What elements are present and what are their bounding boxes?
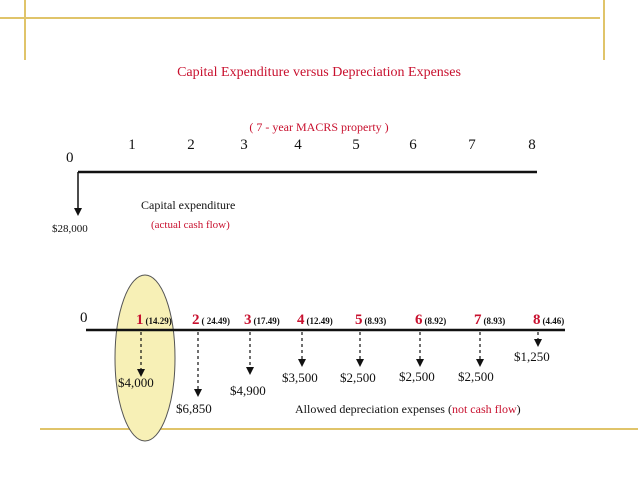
depreciation-rate: (8.92) [424, 316, 447, 326]
depreciation-amount-5: $2,500 [340, 370, 376, 385]
depreciation-note-prefix: Allowed depreciation expenses ( [295, 402, 452, 416]
timeline1-tick-label-8: 8 [528, 137, 536, 153]
year-label: 4 [297, 312, 305, 328]
year-marker-1: 1 (14.29) [136, 311, 172, 329]
depreciation-amount-7: $2,500 [458, 369, 494, 384]
year-marker-3: 3 (17.49) [244, 311, 280, 329]
timeline1-zero-label: 0 [66, 150, 74, 166]
year-label: 1 [136, 312, 144, 328]
depreciation-amount-2: $6,850 [176, 401, 212, 416]
timeline1-tick-label-4: 4 [294, 137, 302, 153]
depreciation-amount-4: $3,500 [282, 370, 318, 385]
timeline1-tick-label-5: 5 [352, 137, 360, 153]
year-label: 3 [244, 312, 252, 328]
frame-top-line [0, 17, 600, 19]
diagram-title: Capital Expenditure versus Depreciation … [177, 65, 461, 80]
outflow-amount: $28,000 [52, 223, 88, 235]
frame-left-line [24, 0, 26, 60]
depreciation-amount-8: $1,250 [514, 349, 550, 364]
not-cash-flow-text: not cash flow [451, 402, 517, 416]
year-marker-6: 6 (8.92) [415, 311, 446, 329]
year-marker-8: 8 (4.46) [533, 311, 564, 329]
timeline1-tick-label-6: 6 [409, 137, 417, 153]
year-label: 2 [192, 312, 200, 328]
year1-highlight-ellipse [114, 274, 176, 442]
timeline1-tick-label-3: 3 [240, 137, 248, 153]
depreciation-rate: (8.93) [364, 316, 387, 326]
diagram-subtitle: ( 7 - year MACRS property ) [249, 120, 389, 134]
timeline2-zero-label: 0 [80, 310, 88, 326]
depreciation-amount-1: $4,000 [118, 375, 154, 390]
year-label: 7 [474, 312, 482, 328]
capital-expenditure-label: Capital expenditure [141, 198, 236, 212]
actual-cash-flow-label: (actual cash flow) [151, 219, 230, 231]
depreciation-rate: (17.49) [253, 316, 280, 326]
year-marker-5: 5 (8.93) [355, 311, 386, 329]
year-label: 8 [533, 312, 541, 328]
depreciation-note: Allowed depreciation expenses (not cash … [295, 402, 521, 417]
timeline1-tick-label-7: 7 [468, 137, 476, 153]
depreciation-rate: (14.29) [145, 316, 172, 326]
year-marker-4: 4 (12.49) [297, 311, 333, 329]
depreciation-amount-3: $4,900 [230, 383, 266, 398]
depreciation-rate: (12.49) [306, 316, 333, 326]
timeline1-tick-label-2: 2 [187, 137, 195, 153]
timeline1-tick-label-1: 1 [128, 137, 136, 153]
depreciation-rate: ( 24.49) [201, 316, 231, 326]
year-label: 5 [355, 312, 363, 328]
year-marker-2: 2( 24.49) [192, 311, 230, 329]
frame-right-line [603, 0, 605, 60]
depreciation-note-suffix: ) [516, 402, 521, 416]
year-marker-7: 7 (8.93) [474, 311, 505, 329]
depreciation-amount-6: $2,500 [399, 369, 435, 384]
frame-bottom-line [40, 428, 638, 430]
depreciation-rate: (8.93) [483, 316, 506, 326]
year-label: 6 [415, 312, 423, 328]
depreciation-rate: (4.46) [542, 316, 565, 326]
